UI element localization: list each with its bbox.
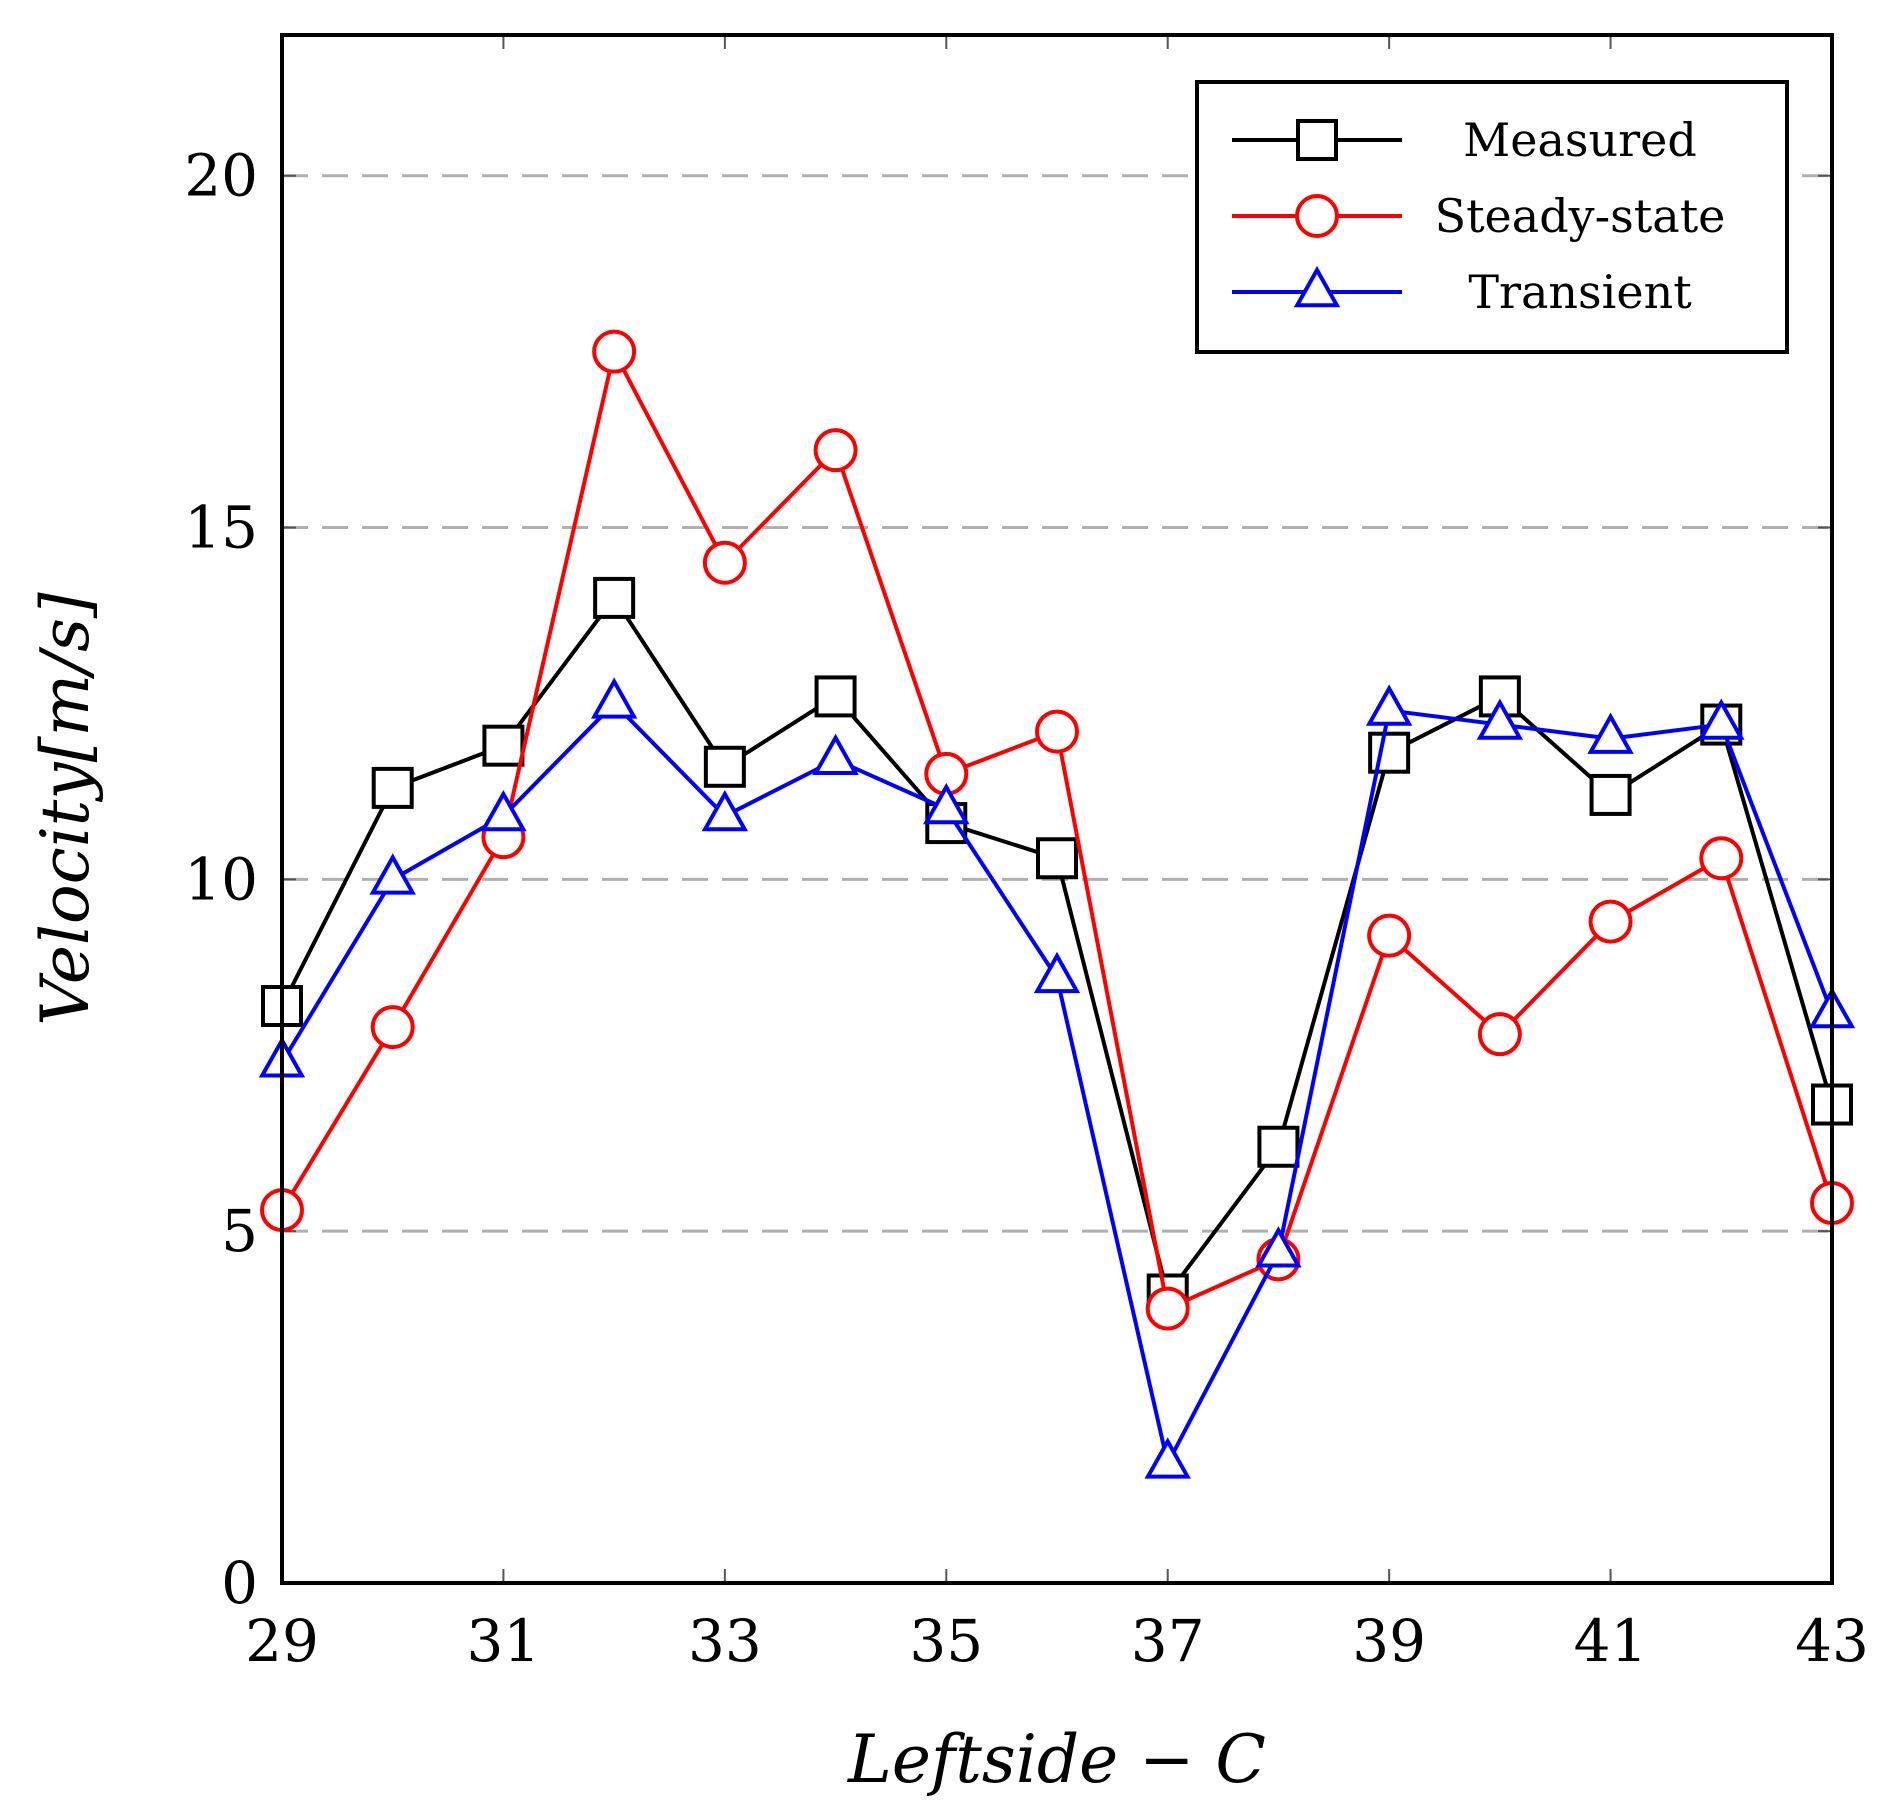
data-point — [701, 789, 749, 832]
data-point — [593, 576, 636, 619]
data-point — [813, 428, 858, 473]
data-point — [369, 853, 416, 895]
legend-marker — [1293, 265, 1341, 308]
data-point — [1699, 836, 1744, 881]
legend-entry: Steady-state — [1232, 189, 1725, 243]
data-point — [1367, 913, 1412, 958]
legend-label: Steady-state — [1435, 189, 1726, 243]
x-tick-label: 37 — [1131, 1607, 1205, 1675]
data-point — [1477, 1012, 1522, 1057]
legend-marker — [1295, 194, 1339, 238]
data-point — [702, 540, 747, 585]
x-tick-label: 29 — [245, 1607, 319, 1675]
x-tick-label: 41 — [1574, 1607, 1648, 1675]
legend-entry: Measured — [1232, 113, 1697, 167]
x-tick-label: 35 — [909, 1607, 983, 1675]
y-tick-label: 20 — [184, 142, 258, 210]
data-point — [1145, 1286, 1190, 1331]
series-line — [280, 595, 1834, 1297]
data-point — [1476, 698, 1524, 740]
plot-frame — [280, 33, 1834, 1585]
data-point — [1365, 684, 1413, 726]
data-point — [1698, 698, 1745, 740]
data-point — [1589, 773, 1632, 816]
series-measured — [261, 576, 1853, 1316]
data-point — [1588, 899, 1633, 944]
data-point — [1144, 1437, 1191, 1479]
data-point — [482, 724, 525, 767]
x-tick-label: 43 — [1795, 1607, 1869, 1675]
series-transient — [258, 677, 1856, 1479]
x-tick-label: 33 — [688, 1607, 762, 1675]
x-tick-label: 31 — [467, 1607, 541, 1675]
data-point — [371, 766, 414, 809]
data-point — [592, 329, 637, 374]
legend-entry: Transient — [1232, 265, 1692, 319]
legend: Measured Steady-state Transient — [1195, 80, 1789, 354]
data-point — [1587, 712, 1634, 754]
data-point — [1257, 1125, 1300, 1168]
y-tick-label: 0 — [221, 1549, 258, 1617]
x-axis-title: Leftside − C — [847, 1721, 1266, 1798]
data-point — [812, 733, 859, 775]
data-point — [480, 789, 527, 832]
data-point — [923, 782, 970, 825]
y-axis-title: Velocity[m/s] — [27, 592, 104, 1026]
legend-label: Transient — [1468, 265, 1692, 319]
legend-marker — [1296, 119, 1338, 161]
data-point — [370, 1005, 415, 1050]
x-tick-label: 39 — [1352, 1607, 1426, 1675]
series-group — [258, 329, 1856, 1479]
legend-label: Measured — [1463, 113, 1697, 167]
data-point — [1036, 837, 1078, 880]
data-point — [703, 745, 746, 788]
legend-entries: Measured Steady-state Transient — [1232, 113, 1725, 319]
y-tick-label: 5 — [221, 1197, 258, 1265]
data-point — [1035, 709, 1079, 754]
data-point — [1255, 1226, 1302, 1268]
y-tick-label: 15 — [184, 494, 258, 562]
data-point — [590, 677, 638, 719]
y-tick-label: 10 — [184, 845, 258, 913]
tick-labels: 0 5 10 15 20 29 31 33 35 37 39 41 43 — [184, 142, 1869, 1675]
data-point — [1033, 951, 1081, 994]
data-point — [814, 675, 857, 718]
